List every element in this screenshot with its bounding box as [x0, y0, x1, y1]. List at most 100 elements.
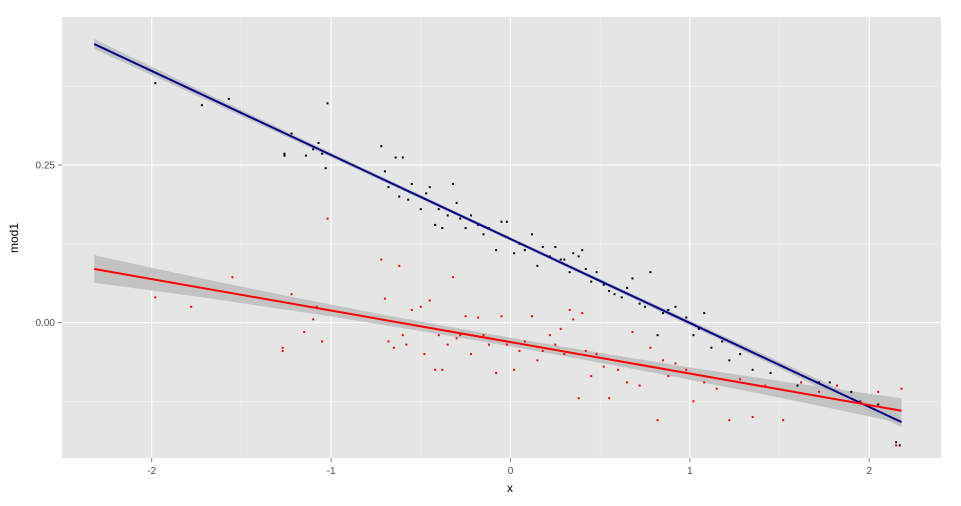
- data-point: [459, 217, 462, 220]
- data-point: [290, 132, 293, 135]
- data-point: [487, 343, 490, 346]
- data-point: [602, 365, 605, 368]
- data-point: [548, 334, 551, 337]
- data-point: [470, 353, 473, 356]
- data-point: [721, 340, 724, 343]
- data-point: [290, 293, 293, 296]
- data-point: [452, 276, 455, 279]
- data-point: [674, 305, 677, 308]
- data-point: [304, 154, 307, 157]
- data-point: [423, 353, 426, 356]
- data-point: [728, 359, 731, 362]
- x-tick-label: 0: [508, 466, 514, 477]
- data-point: [584, 268, 587, 270]
- data-point: [513, 252, 516, 255]
- data-point: [281, 349, 284, 352]
- data-point: [401, 334, 404, 337]
- data-point: [818, 390, 821, 393]
- data-point: [541, 245, 544, 248]
- data-point: [200, 104, 203, 107]
- data-point: [626, 286, 629, 289]
- data-point: [303, 331, 306, 333]
- data-point: [674, 362, 677, 365]
- data-point: [581, 249, 584, 252]
- data-point: [312, 148, 315, 151]
- data-point: [428, 299, 431, 302]
- data-point: [703, 381, 706, 384]
- minor-grid: [62, 17, 941, 458]
- data-point: [703, 312, 706, 315]
- data-point: [434, 223, 437, 226]
- fit-line: [93, 43, 902, 423]
- data-point: [617, 368, 620, 371]
- data-point: [425, 192, 428, 195]
- data-point: [568, 308, 571, 311]
- data-point: [850, 390, 853, 393]
- data-point: [324, 167, 327, 170]
- data-point: [227, 97, 230, 100]
- data-point: [530, 233, 533, 236]
- data-point: [613, 293, 616, 296]
- data-point: [321, 340, 324, 343]
- data-point: [326, 102, 329, 105]
- data-point: [661, 359, 664, 362]
- data-point: [835, 384, 838, 387]
- data-point: [505, 220, 508, 223]
- y-tick-label: 0.25: [36, 161, 56, 172]
- data-point: [541, 349, 544, 352]
- data-point: [500, 315, 503, 318]
- data-point: [751, 416, 754, 419]
- data-point: [500, 220, 503, 223]
- data-point: [383, 297, 386, 300]
- data-point: [470, 214, 473, 217]
- data-point: [584, 349, 587, 352]
- data-point: [715, 387, 718, 390]
- data-point: [581, 312, 584, 315]
- data-point: [317, 142, 320, 144]
- data-point: [441, 368, 444, 371]
- data-point: [482, 233, 485, 236]
- data-point: [326, 217, 329, 220]
- data-point: [554, 245, 557, 248]
- data-point: [638, 384, 641, 387]
- data-point: [568, 271, 571, 274]
- data-point: [769, 371, 772, 374]
- data-point: [398, 195, 401, 198]
- x-axis-title: x: [507, 481, 513, 495]
- data-point: [495, 371, 498, 374]
- data-point: [739, 378, 742, 381]
- data-point: [419, 305, 422, 308]
- data-point: [649, 346, 652, 349]
- data-point: [464, 315, 467, 318]
- data-point: [559, 327, 562, 330]
- data-point: [631, 277, 634, 280]
- data-points: [154, 82, 903, 447]
- data-point: [764, 384, 767, 387]
- x-tick-label: 2: [866, 466, 872, 477]
- data-point: [620, 296, 623, 299]
- data-point: [428, 186, 431, 189]
- data-point: [437, 334, 440, 337]
- data-point: [859, 400, 862, 403]
- data-point: [394, 156, 397, 159]
- data-point: [828, 381, 831, 384]
- data-point: [898, 444, 901, 447]
- data-point: [577, 397, 580, 400]
- data-point: [452, 182, 455, 185]
- data-point: [590, 375, 593, 378]
- data-point: [401, 156, 404, 159]
- data-point: [667, 308, 670, 311]
- fit-line: [94, 268, 902, 412]
- data-point: [685, 368, 688, 371]
- data-point: [536, 264, 539, 267]
- data-point: [398, 264, 401, 267]
- data-point: [656, 334, 659, 337]
- data-point: [419, 208, 422, 211]
- data-point: [455, 337, 458, 340]
- data-point: [482, 334, 485, 337]
- data-point: [563, 258, 566, 261]
- data-point: [464, 227, 467, 230]
- data-point: [315, 305, 318, 308]
- data-point: [392, 346, 395, 349]
